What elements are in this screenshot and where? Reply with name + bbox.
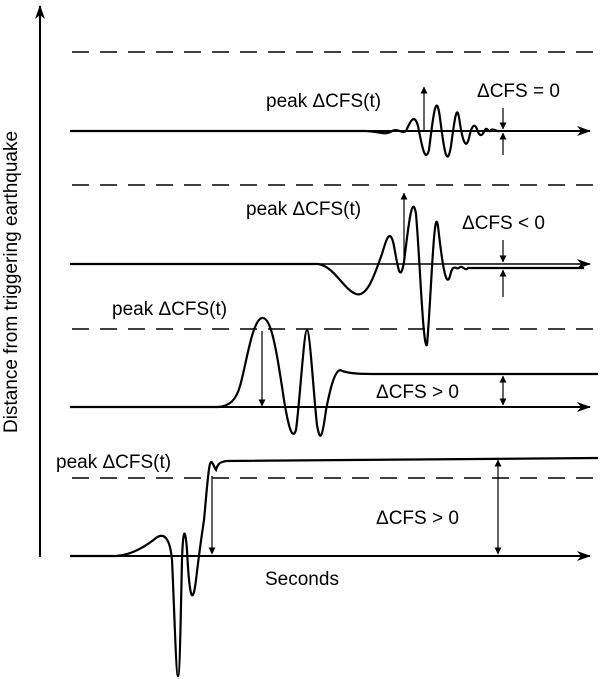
distance-axis-label: Distance from triggering earthquake [1, 131, 22, 433]
trace-2-peak-label: peak ΔCFS(t) [246, 199, 361, 220]
trace-3-static-label: ΔCFS > 0 [376, 382, 459, 403]
trace-3-peak-label: peak ΔCFS(t) [112, 299, 227, 320]
trace-1-waveform [70, 104, 500, 158]
dashed-reference-lines [72, 51, 598, 479]
trace-1: peak ΔCFS(t) ΔCFS = 0 [70, 81, 591, 158]
trace-4-peak-label: peak ΔCFS(t) [56, 452, 171, 473]
trace-2-waveform [70, 205, 500, 347]
trace-1-static-label: ΔCFS = 0 [477, 81, 560, 102]
trace-2-static-label: ΔCFS < 0 [462, 213, 545, 234]
trace-3-waveform [70, 316, 598, 437]
trace-4-waveform [70, 456, 599, 678]
time-axis-label: Seconds [265, 569, 339, 590]
trace-3: peak ΔCFS(t) ΔCFS > 0 [70, 299, 598, 437]
trace-1-peak-label: peak ΔCFS(t) [266, 91, 381, 112]
trace-4: peak ΔCFS(t) ΔCFS > 0 [56, 452, 599, 678]
trace-2: peak ΔCFS(t) ΔCFS < 0 [70, 192, 591, 347]
trace-4-static-label: ΔCFS > 0 [376, 508, 459, 529]
